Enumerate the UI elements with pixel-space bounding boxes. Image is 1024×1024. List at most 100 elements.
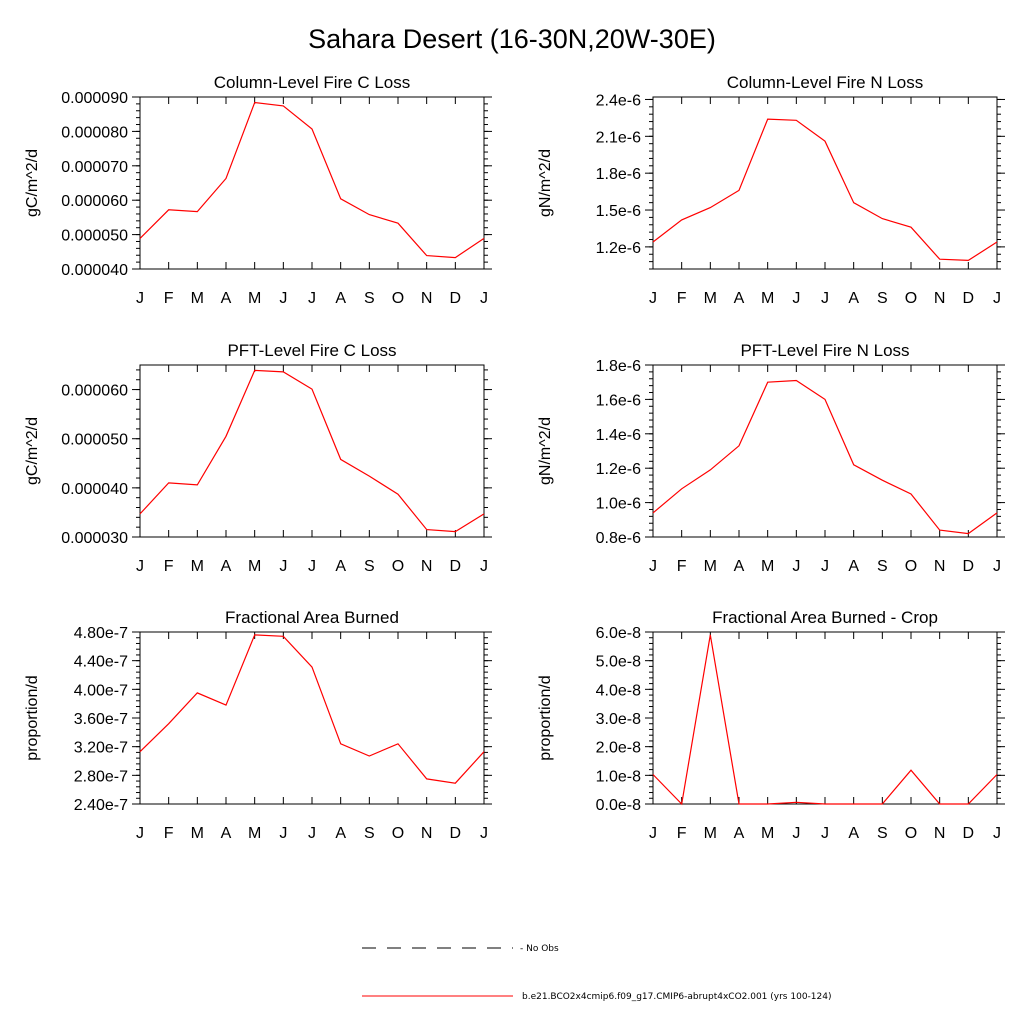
x-tick-label: M: [248, 558, 261, 575]
x-tick-label: M: [248, 825, 261, 842]
x-tick-label: J: [136, 558, 144, 575]
x-tick-label: A: [221, 825, 232, 842]
x-tick-label: D: [450, 825, 462, 842]
x-tick-label: A: [335, 558, 346, 575]
x-tick-label: D: [450, 290, 462, 307]
y-tick-label: 1.0e-6: [596, 496, 641, 513]
y-axis-label: gC/m^2/d: [24, 417, 41, 485]
x-tick-label: A: [848, 290, 859, 307]
x-tick-label: F: [164, 825, 174, 842]
x-tick-label: O: [392, 825, 404, 842]
x-tick-label: J: [649, 825, 657, 842]
x-tick-label: A: [221, 558, 232, 575]
plot-frame: [139, 364, 485, 538]
x-tick-label: F: [164, 290, 174, 307]
x-tick-label: M: [191, 825, 204, 842]
y-tick-label: 4.40e-7: [74, 654, 128, 671]
y-tick-label: 0.000090: [61, 90, 128, 107]
y-tick-label: 0.000080: [61, 124, 128, 141]
y-tick-label: 1.0e-8: [596, 768, 641, 785]
x-tick-label: O: [905, 825, 917, 842]
x-tick-label: N: [421, 290, 433, 307]
x-tick-label: J: [308, 558, 316, 575]
y-tick-label: 6.0e-8: [596, 625, 641, 642]
y-tick-label: 0.000030: [61, 530, 128, 547]
x-tick-label: J: [993, 558, 1001, 575]
plot-frame: [652, 631, 998, 805]
x-tick-label: J: [993, 290, 1001, 307]
x-tick-label: F: [164, 558, 174, 575]
series-line-1: [652, 118, 998, 262]
y-tick-label: 0.000050: [61, 228, 128, 245]
x-tick-label: S: [364, 558, 375, 575]
y-tick-label: 1.8e-6: [596, 358, 641, 375]
x-tick-label: J: [136, 825, 144, 842]
x-tick-label: S: [877, 825, 888, 842]
y-tick-label: 0.000050: [61, 432, 128, 449]
x-tick-label: N: [421, 558, 433, 575]
x-tick-label: J: [821, 825, 829, 842]
x-tick-label: J: [279, 825, 287, 842]
legend-label-model: b.e21.BCO2x4cmip6.f09_g17.CMIP6-abrupt4x…: [522, 992, 831, 1002]
x-tick-label: J: [792, 558, 800, 575]
x-tick-label: J: [649, 558, 657, 575]
y-tick-label: 1.5e-6: [596, 203, 641, 220]
x-tick-label: M: [191, 290, 204, 307]
x-tick-label: M: [191, 558, 204, 575]
x-tick-label: J: [792, 825, 800, 842]
y-tick-label: 2.40e-7: [74, 797, 128, 814]
x-tick-label: A: [734, 290, 745, 307]
chart-title: Column-Level Fire N Loss: [727, 73, 924, 92]
legend: - No Obs b.e21.BCO2x4cmip6.f09_g17.CMIP6-…: [362, 944, 831, 1002]
y-tick-label: 3.0e-8: [596, 711, 641, 728]
x-tick-label: S: [877, 290, 888, 307]
series-line-1: [652, 379, 998, 535]
x-tick-label: A: [335, 825, 346, 842]
y-tick-label: 3.20e-7: [74, 740, 128, 757]
x-tick-label: S: [364, 825, 375, 842]
y-tick-label: 2.4e-6: [596, 92, 641, 109]
x-tick-label: F: [677, 825, 687, 842]
y-axis-label: proportion/d: [24, 675, 41, 760]
x-tick-label: F: [677, 290, 687, 307]
y-tick-label: 1.4e-6: [596, 427, 641, 444]
legend-label-no-obs: - No Obs: [520, 944, 559, 954]
plot-frame: [652, 364, 998, 538]
x-tick-label: M: [248, 290, 261, 307]
x-tick-label: M: [761, 825, 774, 842]
y-tick-label: 0.8e-6: [596, 530, 641, 547]
x-tick-label: F: [677, 558, 687, 575]
y-axis-label: gN/m^2/d: [537, 417, 554, 485]
x-tick-label: M: [704, 558, 717, 575]
page-title: Sahara Desert (16-30N,20W-30E): [308, 24, 716, 54]
x-tick-label: N: [421, 825, 433, 842]
y-axis-label: gC/m^2/d: [24, 149, 41, 217]
y-tick-label: 4.00e-7: [74, 682, 128, 699]
x-tick-label: A: [734, 825, 745, 842]
y-tick-label: 5.0e-8: [596, 654, 641, 671]
y-tick-label: 0.000040: [61, 481, 128, 498]
x-tick-label: D: [450, 558, 462, 575]
x-tick-label: S: [364, 290, 375, 307]
x-tick-label: M: [761, 558, 774, 575]
y-tick-label: 1.8e-6: [596, 166, 641, 183]
x-tick-label: J: [649, 290, 657, 307]
y-axis-label: proportion/d: [537, 675, 554, 760]
x-tick-label: A: [221, 290, 232, 307]
y-tick-label: 1.2e-6: [596, 240, 641, 257]
x-tick-label: J: [136, 290, 144, 307]
y-tick-label: 0.000060: [61, 383, 128, 400]
y-tick-label: 1.6e-6: [596, 392, 641, 409]
y-tick-label: 4.80e-7: [74, 625, 128, 642]
x-tick-label: A: [335, 290, 346, 307]
x-tick-label: M: [704, 825, 717, 842]
y-tick-label: 1.2e-6: [596, 461, 641, 478]
plot-frame: [139, 96, 485, 270]
chart-title: Fractional Area Burned: [225, 608, 399, 627]
x-tick-label: O: [392, 290, 404, 307]
y-tick-label: 3.60e-7: [74, 711, 128, 728]
series-line-1: [139, 101, 485, 259]
